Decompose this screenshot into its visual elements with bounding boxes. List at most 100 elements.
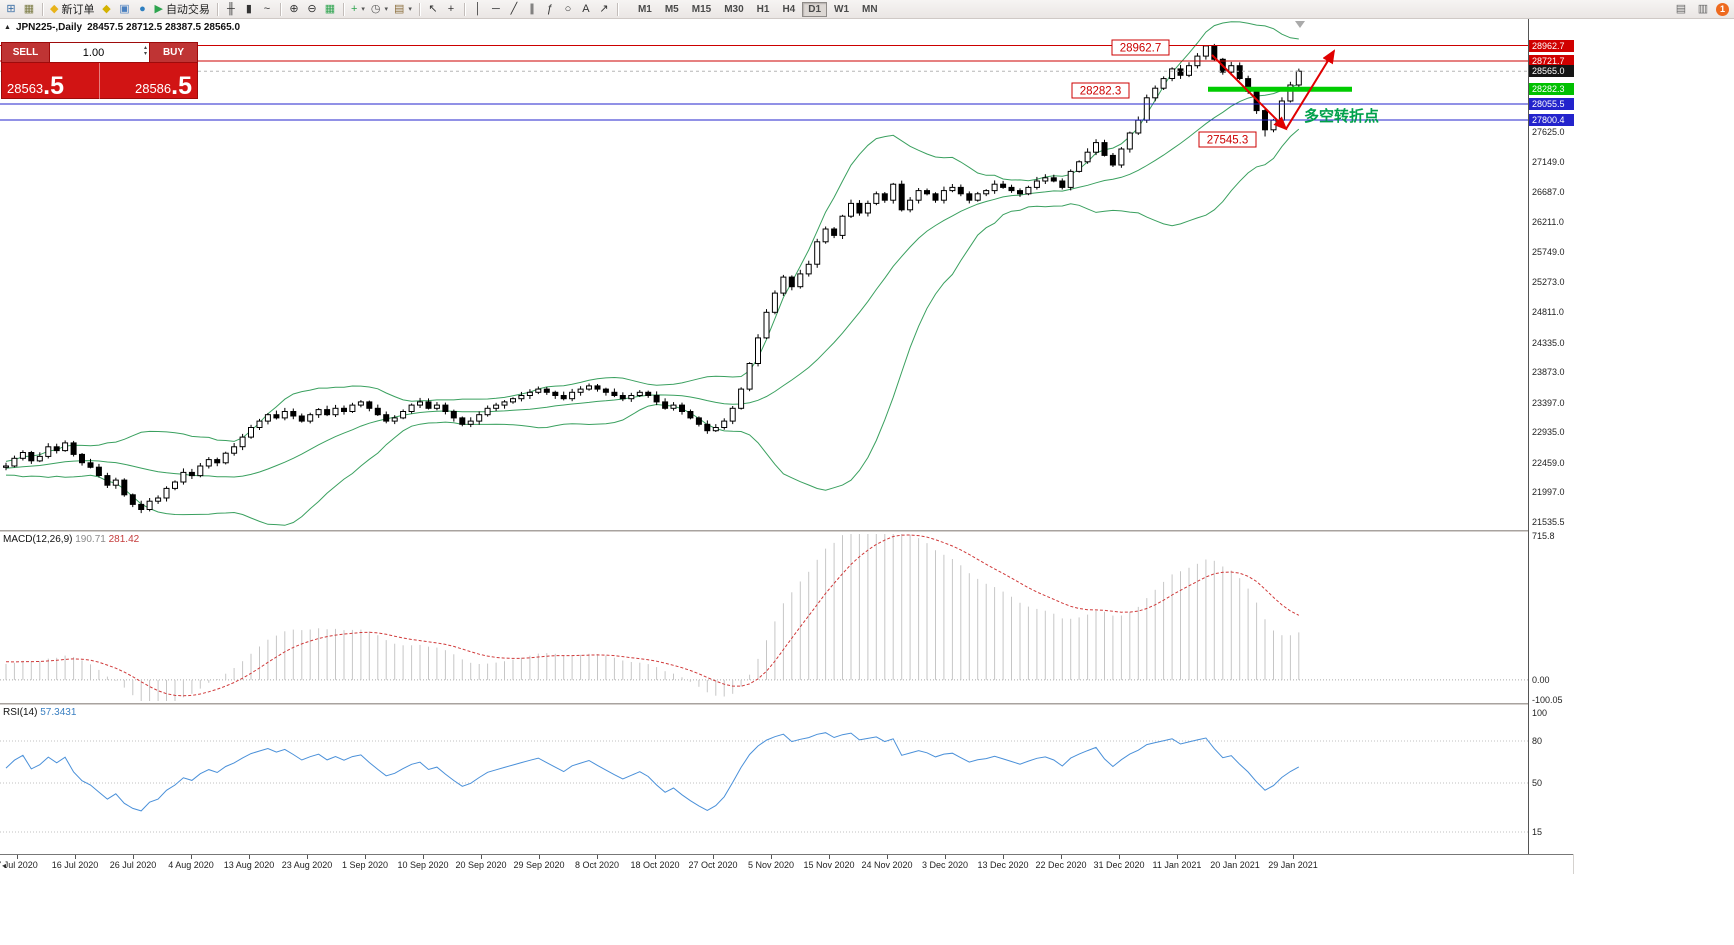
text-tool-button[interactable]: A xyxy=(577,1,595,18)
date-tick xyxy=(481,855,482,859)
date-tick xyxy=(75,855,76,859)
trend-arrow[interactable] xyxy=(1285,49,1336,130)
chart-shift-marker-icon[interactable] xyxy=(1295,21,1305,28)
timeframe-H1-button[interactable]: H1 xyxy=(751,2,776,17)
price-tick-label: 21997.0 xyxy=(1532,487,1565,497)
sell-price-small: 28563 xyxy=(7,81,44,96)
profiles-button[interactable]: ▦ xyxy=(20,1,38,18)
tile-windows-button[interactable]: ▦ xyxy=(321,1,339,18)
main-chart-canvas[interactable]: 28962.7 28282.3 27545.3 多空转折点 xyxy=(0,19,1528,530)
macd-canvas[interactable] xyxy=(0,532,1528,703)
timeframe-W1-button[interactable]: W1 xyxy=(828,2,855,17)
metaeditor-button[interactable]: ◆ xyxy=(97,1,115,18)
sell-button[interactable]: SELL xyxy=(2,43,50,62)
annotation-text[interactable]: 多空转折点 xyxy=(1304,107,1379,125)
bollinger-middle-band xyxy=(5,83,1299,478)
macd-panel[interactable] xyxy=(0,532,1528,703)
shapes-button[interactable]: ○ xyxy=(559,1,577,18)
channel-button[interactable]: ∥ xyxy=(523,1,541,18)
chart-bars-icon: ╫ xyxy=(227,2,235,15)
metaeditor-icon: ◆ xyxy=(102,2,111,15)
new-chart-button[interactable]: ⊞ xyxy=(2,1,20,18)
timeframe-M5-button[interactable]: M5 xyxy=(659,2,685,17)
price-tick-label: 27625.0 xyxy=(1532,127,1565,137)
community-button[interactable]: ● xyxy=(133,1,151,18)
timeframe-M1-button[interactable]: M1 xyxy=(632,2,658,17)
price-annotation-label[interactable]: 27545.3 xyxy=(1207,135,1249,147)
horizontal-line-button[interactable]: ─ xyxy=(487,1,505,18)
timeframe-D1-button[interactable]: D1 xyxy=(802,1,828,17)
new-order-button[interactable]: ◆ 新订单 xyxy=(47,1,97,18)
date-tick xyxy=(1177,855,1178,859)
date-tick xyxy=(1119,855,1120,859)
price-annotation-box[interactable] xyxy=(1198,131,1257,148)
indicators-button[interactable]: + ▾ xyxy=(348,1,368,18)
panel-separator[interactable] xyxy=(0,530,1573,532)
date-tick xyxy=(597,855,598,859)
toolbar-separator xyxy=(279,2,281,16)
date-label: 23 Aug 2020 xyxy=(281,860,333,870)
volume-down-icon[interactable]: ▾ xyxy=(143,51,147,57)
buy-price[interactable]: 28586 .5 xyxy=(99,63,197,100)
arrows-tool-icon: ↗ xyxy=(599,2,609,15)
rsi-panel[interactable] xyxy=(0,705,1528,854)
chart-bars-button[interactable]: ╫ xyxy=(222,1,240,18)
panel-separator[interactable] xyxy=(0,703,1573,705)
date-axis[interactable]: ◂ 7 Jul 2020 16 Jul 2020 26 Jul 2020 4 Aug … xyxy=(0,854,1573,875)
fibonacci-button[interactable]: ƒ xyxy=(541,1,559,18)
chevron-down-icon[interactable]: ▾ xyxy=(384,6,389,13)
trend-arrow[interactable] xyxy=(1211,54,1288,131)
date-label: 10 Sep 2020 xyxy=(397,860,449,870)
autotrading-button[interactable]: ▶ 自动交易 xyxy=(151,1,212,18)
date-label: 20 Jan 2021 xyxy=(1210,860,1260,870)
arrange-windows-button[interactable]: ▤ xyxy=(1672,1,1690,18)
scroll-left-icon[interactable]: ◂ xyxy=(2,861,7,870)
timeframe-M15-button[interactable]: M15 xyxy=(686,2,717,17)
timeframe-MN-button[interactable]: MN xyxy=(856,2,884,17)
vertical-line-button[interactable]: │ xyxy=(469,1,487,18)
one-click-toggle-icon[interactable]: ▲ xyxy=(4,24,11,31)
buy-price-small: 28586 xyxy=(134,81,172,96)
price-annotation-box[interactable] xyxy=(1071,82,1130,99)
rsi-value: 57.3431 xyxy=(40,707,77,718)
macd-name: MACD(12,26,9) xyxy=(3,534,73,545)
date-label: 15 Nov 2020 xyxy=(803,860,855,870)
price-annotation-label[interactable]: 28282.3 xyxy=(1080,86,1122,98)
trade-panel-prices: 28563 .5 28586 .5 xyxy=(2,63,197,100)
arrows-tool-button[interactable]: ↗ xyxy=(595,1,613,18)
sell-price[interactable]: 28563 .5 xyxy=(2,63,99,100)
date-tick xyxy=(365,855,366,859)
channel-icon: ∥ xyxy=(529,2,535,15)
rsi-canvas[interactable] xyxy=(0,705,1528,854)
chart-candles-button[interactable]: ▮ xyxy=(240,1,258,18)
chevron-down-icon[interactable]: ▾ xyxy=(408,6,412,13)
zoom-out-button[interactable]: ⊖ xyxy=(303,1,321,18)
price-axis[interactable]: 27625.0 27149.0 26687.0 26211.0 25749.0 25273… xyxy=(1528,19,1574,854)
docking-button[interactable]: ▥ xyxy=(1694,1,1712,18)
price-tick-label: 26687.0 xyxy=(1532,187,1565,197)
templates-button[interactable]: ▤ ▾ xyxy=(391,1,415,18)
chart-line-button[interactable]: ~ xyxy=(258,1,276,18)
toolbar-separator xyxy=(418,2,420,16)
buy-button[interactable]: BUY xyxy=(149,43,197,62)
volume-up-icon[interactable]: ▴ xyxy=(143,45,147,51)
trendline-button[interactable]: ╱ xyxy=(505,1,523,18)
new-order-icon: ◆ xyxy=(50,2,59,15)
volume-input[interactable] xyxy=(50,44,149,61)
shapes-icon: ○ xyxy=(564,2,572,15)
date-tick xyxy=(133,855,134,859)
main-chart-panel[interactable]: 28962.7 28282.3 27545.3 多空转折点 xyxy=(0,19,1528,530)
price-annotation-label[interactable]: 28962.7 xyxy=(1120,43,1162,55)
chevron-down-icon[interactable]: ▾ xyxy=(361,6,365,13)
crosshair-button[interactable]: + xyxy=(442,1,460,18)
chart-window-button[interactable]: ▣ xyxy=(115,1,133,18)
timeframe-H4-button[interactable]: H4 xyxy=(776,2,801,17)
notifications-badge[interactable]: 1 xyxy=(1716,2,1729,16)
cursor-button[interactable]: ↖ xyxy=(424,1,442,18)
timeframe-M30-button[interactable]: M30 xyxy=(718,2,749,17)
price-annotation-box[interactable] xyxy=(1111,39,1170,56)
tile-windows-icon: ▦ xyxy=(324,2,336,15)
price-tick-label: 24335.0 xyxy=(1532,338,1565,348)
periods-button[interactable]: ◷ ▾ xyxy=(368,1,391,18)
zoom-in-button[interactable]: ⊕ xyxy=(285,1,303,18)
